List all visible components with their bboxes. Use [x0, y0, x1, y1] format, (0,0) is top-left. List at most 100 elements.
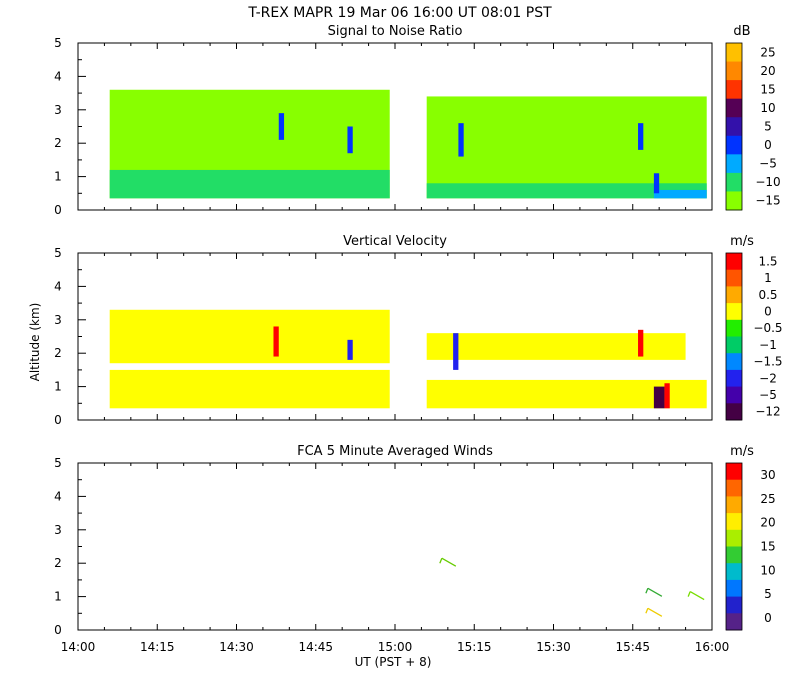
panels: Signal to Noise Ratio012345dB2520151050−…	[54, 24, 782, 654]
colorbar-swatch	[726, 596, 742, 614]
colorbar-label: 0	[764, 611, 772, 625]
colorbar-swatch	[726, 513, 742, 531]
data-region	[278, 113, 285, 140]
x-tick-label: 15:45	[615, 640, 650, 654]
colorbar-label: 10	[760, 563, 775, 577]
y-tick-label: 0	[54, 623, 62, 637]
data-region	[638, 329, 644, 357]
colorbar-label: 15	[760, 540, 775, 554]
y-tick-label: 1	[54, 170, 62, 184]
y-tick-label: 5	[54, 456, 62, 470]
colorbar-label: 10	[760, 101, 775, 115]
colorbar-swatch	[726, 403, 742, 421]
y-tick-label: 4	[54, 69, 62, 83]
panel-title: Vertical Velocity	[343, 234, 447, 249]
colorbar-label: −0.5	[753, 321, 782, 335]
y-axis-label: Altitude (km)	[28, 303, 42, 382]
x-tick-label: 15:15	[457, 640, 492, 654]
colorbar-label: −12	[755, 405, 780, 419]
data-region	[109, 169, 390, 199]
colorbar-label: 0	[764, 304, 772, 318]
y-tick-label: 3	[54, 313, 62, 327]
colorbar-frame	[725, 42, 743, 211]
panel-2: Vertical Velocity 0 1 2 3 4 5 m/s 1.5 1 0.5 0 −0.5 −1…	[54, 234, 782, 427]
colorbar-label: 30	[760, 468, 775, 482]
x-tick-label: 14:15	[140, 640, 175, 654]
y-tick-label: 5	[54, 246, 62, 260]
wind-barb	[645, 587, 663, 597]
panel-1: Signal to Noise Ratio 0 1 2 3 4 5 dB 25 20 15 10 5 0 −…	[54, 24, 780, 217]
panel-title: FCA 5 Minute Averaged Winds	[297, 444, 493, 459]
colorbar-label: −15	[755, 194, 780, 208]
colorbar-label: 20	[760, 64, 775, 78]
colorbar-swatch	[726, 253, 742, 271]
colorbar-swatch	[726, 529, 742, 547]
data-region	[653, 386, 665, 409]
colorbar-swatch	[726, 303, 742, 321]
colorbar-frame	[725, 462, 743, 631]
y-tick-label: 0	[54, 413, 62, 427]
colorbar-swatch	[726, 117, 742, 137]
colorbar-swatch	[726, 386, 742, 404]
data-region	[273, 326, 279, 357]
colorbar-swatch	[726, 563, 742, 581]
colorbar-swatch	[726, 463, 742, 481]
colorbar-label: −1	[759, 338, 777, 352]
data-region	[347, 339, 353, 360]
data-region	[653, 189, 707, 199]
figure-title: T-REX MAPR 19 Mar 06 16:00 UT 08:01 PST	[247, 5, 552, 21]
y-tick-label: 4	[54, 279, 62, 293]
colorbar-swatch	[726, 135, 742, 155]
colorbar-swatch	[726, 369, 742, 388]
colorbar-swatch	[726, 80, 742, 100]
colorbar-label: 20	[760, 516, 775, 530]
colorbar-label: −1.5	[753, 355, 782, 369]
data-region	[453, 333, 459, 370]
colorbar-label: 15	[760, 82, 775, 96]
x-axis-label: UT (PST + 8)	[355, 655, 432, 669]
y-tick-label: 4	[54, 489, 62, 503]
colorbar-swatch	[726, 172, 742, 192]
colorbar-label: 1.5	[758, 254, 777, 268]
colorbar-label: 25	[760, 492, 775, 506]
data-region	[638, 123, 644, 150]
colorbar-label: 1	[764, 271, 772, 285]
wind-barb	[439, 557, 457, 567]
colorbar-label: 25	[760, 45, 775, 59]
colorbar-unit: m/s	[730, 234, 754, 249]
x-tick-label: 16:00	[695, 640, 730, 654]
colorbar-label: −10	[755, 175, 780, 189]
colorbar-swatch	[726, 579, 742, 598]
x-tick-label: 14:45	[298, 640, 333, 654]
data-region	[109, 309, 390, 364]
y-tick-label: 3	[54, 523, 62, 537]
data-region	[458, 123, 464, 157]
colorbar-frame	[725, 252, 743, 421]
colorbar-swatch	[726, 61, 742, 81]
colorbar-swatch	[726, 43, 742, 63]
colorbar-swatch	[726, 98, 742, 118]
colorbar-swatch	[726, 286, 742, 304]
y-tick-label: 1	[54, 380, 62, 394]
y-tick-label: 1	[54, 590, 62, 604]
colorbar-label: −5	[759, 388, 777, 402]
colorbar-label: −5	[759, 157, 777, 171]
wind-barb	[645, 607, 663, 617]
data-region	[653, 173, 660, 194]
data-region	[664, 383, 670, 409]
colorbar-swatch	[726, 613, 742, 631]
colorbar-swatch	[726, 319, 742, 337]
colorbar-swatch	[726, 546, 742, 564]
colorbar-unit: m/s	[730, 444, 754, 459]
y-tick-label: 2	[54, 346, 62, 360]
colorbar-swatch	[726, 479, 742, 497]
wind-barb	[687, 591, 705, 601]
colorbar-swatch	[726, 496, 742, 514]
data-region	[426, 96, 707, 199]
y-tick-label: 2	[54, 556, 62, 570]
colorbar-label: 5	[764, 120, 772, 134]
colorbar-swatch	[726, 191, 742, 211]
y-tick-label: 0	[54, 203, 62, 217]
panel-title: Signal to Noise Ratio	[328, 24, 463, 39]
